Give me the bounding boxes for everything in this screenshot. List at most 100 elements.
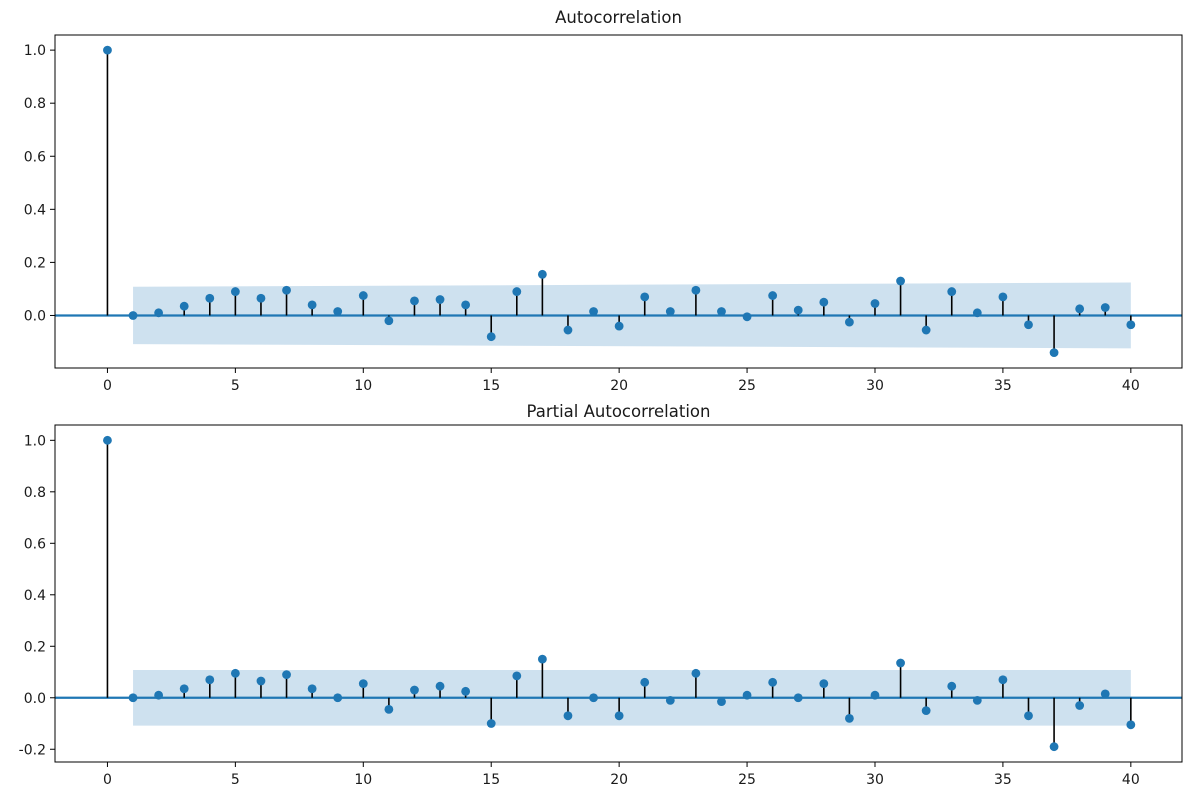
- pacf-x-tick-label: 35: [994, 772, 1012, 788]
- pacf-marker: [717, 697, 726, 707]
- pacf-y-tick-label: 0.0: [24, 691, 46, 707]
- acf-marker: [845, 317, 854, 327]
- acf-marker: [819, 297, 829, 307]
- acf-marker: [103, 45, 112, 55]
- pacf-marker: [333, 693, 343, 703]
- acf-marker: [972, 308, 982, 318]
- pacf-marker: [128, 693, 138, 703]
- acf-x-tick-label: 25: [738, 378, 756, 394]
- acf-axes-frame: [54, 34, 1183, 369]
- acf-marker: [486, 332, 496, 342]
- pacf-marker: [230, 668, 240, 678]
- pacf-marker: [563, 711, 573, 721]
- acf-marker: [614, 321, 624, 331]
- pacf-marker: [103, 435, 112, 445]
- pacf-marker: [640, 677, 650, 687]
- acf-marker: [230, 287, 240, 296]
- acf-marker: [410, 296, 419, 306]
- acf-marker: [896, 276, 905, 286]
- acf-marker: [793, 305, 803, 315]
- pacf-marker: [179, 684, 189, 694]
- acf-marker: [384, 316, 394, 326]
- pacf-marker: [461, 686, 471, 696]
- pacf-marker: [410, 685, 419, 695]
- pacf-marker: [435, 681, 445, 691]
- pacf-y-tick-label: 0.2: [24, 639, 46, 655]
- pacf-marker: [1049, 742, 1059, 752]
- pacf-axes-frame: [54, 424, 1183, 763]
- acf-marker: [717, 307, 726, 316]
- acf-marker: [435, 295, 445, 304]
- pacf-marker: [1100, 689, 1110, 699]
- acf-marker: [742, 312, 752, 322]
- acf-marker: [921, 325, 931, 335]
- acf-marker: [1100, 303, 1110, 312]
- acf-marker: [461, 300, 471, 310]
- pacf-x-tick-label: 15: [482, 772, 500, 788]
- acf-marker: [665, 307, 675, 316]
- acf-x-tick-label: 30: [866, 378, 884, 394]
- pacf-marker: [793, 693, 803, 703]
- acf-marker: [307, 300, 317, 310]
- acf-y-tick-label: 0.8: [24, 96, 46, 112]
- acf-marker: [640, 292, 650, 302]
- acf-marker: [128, 311, 138, 320]
- acf-marker: [870, 299, 880, 308]
- acf-marker: [947, 287, 957, 296]
- pacf-marker: [819, 679, 829, 689]
- acf-marker: [179, 301, 189, 311]
- pacf-y-tick-label: -0.2: [19, 742, 46, 758]
- acf-x-tick-label: 5: [231, 378, 240, 394]
- acf-marker: [282, 285, 291, 295]
- pacf-marker: [768, 677, 778, 687]
- acf-marker: [1024, 320, 1033, 330]
- acf-x-tick-label: 10: [354, 378, 372, 394]
- pacf-title: Partial Autocorrelation: [527, 402, 711, 421]
- acf-marker: [563, 325, 573, 335]
- pacf-y-tick-label: 0.6: [24, 536, 46, 552]
- acf-y-tick-label: 0.6: [24, 149, 46, 165]
- acf-x-tick-label: 15: [482, 378, 500, 394]
- acf-marker: [154, 308, 164, 318]
- acf-marker: [333, 307, 343, 316]
- pacf-marker: [205, 675, 215, 685]
- pacf-x-tick-label: 30: [866, 772, 884, 788]
- acf-marker: [512, 287, 522, 296]
- pacf-subplot: 0 5 10 15 20 25 30 35 40 -0.2 0.0 0.2 0.4 0.6 0.8 1.0 Pa…: [19, 402, 1183, 788]
- pacf-marker: [1024, 711, 1033, 721]
- acf-marker: [1075, 304, 1085, 314]
- acf-marker: [691, 285, 701, 295]
- acf-x-tick-label: 35: [994, 378, 1012, 394]
- pacf-marker: [972, 695, 982, 705]
- acf-marker: [537, 269, 547, 279]
- acf-marker: [358, 291, 368, 300]
- pacf-marker: [947, 681, 957, 691]
- pacf-marker: [307, 684, 317, 694]
- pacf-y-tick-label: 0.4: [24, 588, 46, 604]
- pacf-marker: [358, 679, 368, 689]
- pacf-marker: [154, 690, 164, 700]
- acf-markers: [103, 45, 1136, 358]
- pacf-marker: [614, 711, 624, 721]
- acf-y-tick-label: 0.4: [24, 202, 46, 218]
- pacf-y-tick-label: 0.8: [24, 485, 46, 501]
- pacf-x-tick-label: 20: [610, 772, 628, 788]
- acf-marker: [589, 307, 598, 316]
- pacf-x-tick-label: 25: [738, 772, 756, 788]
- pacf-marker: [589, 693, 598, 703]
- pacf-marker: [691, 668, 701, 678]
- pacf-marker: [665, 695, 675, 705]
- pacf-marker: [921, 706, 931, 716]
- pacf-marker: [1075, 701, 1085, 710]
- acf-marker: [1126, 320, 1136, 330]
- acf-x-tick-label: 0: [103, 378, 112, 394]
- pacf-marker: [896, 658, 905, 668]
- acf-x-tick-label: 20: [610, 378, 628, 394]
- pacf-x-tick-label: 10: [354, 772, 372, 788]
- pacf-markers: [103, 435, 1136, 752]
- pacf-marker: [256, 676, 266, 686]
- pacf-x-tick-label: 40: [1122, 772, 1140, 788]
- acf-y-tick-label: 1.0: [24, 43, 46, 59]
